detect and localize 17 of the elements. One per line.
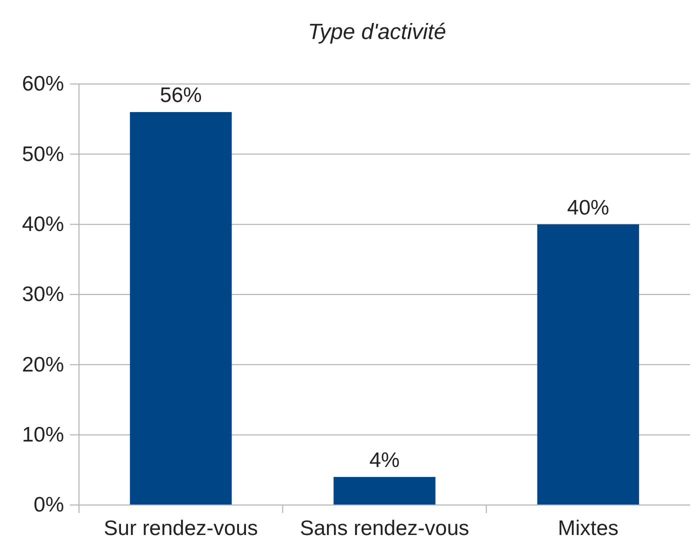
y-tick-label: 10% [22,424,64,447]
data-label: 56% [160,84,202,108]
x-tick-label: Sur rendez-vous [104,516,258,540]
x-tick-label: Mixtes [558,516,619,540]
y-tick-label: 50% [22,142,64,166]
y-tick-label: 20% [22,353,64,376]
y-tick-label: 30% [22,283,64,306]
data-label: 40% [567,196,610,220]
bar [537,224,640,505]
x-tick-label: Sans rendez-vous [300,516,470,540]
y-tick-label: 0% [34,494,64,517]
y-tick-label: 40% [22,213,64,236]
data-label: 4% [369,448,400,472]
bar [130,112,232,505]
bar [334,476,436,505]
y-tick-label: 60% [22,72,64,96]
chart-title: Type d'activité [308,19,446,44]
